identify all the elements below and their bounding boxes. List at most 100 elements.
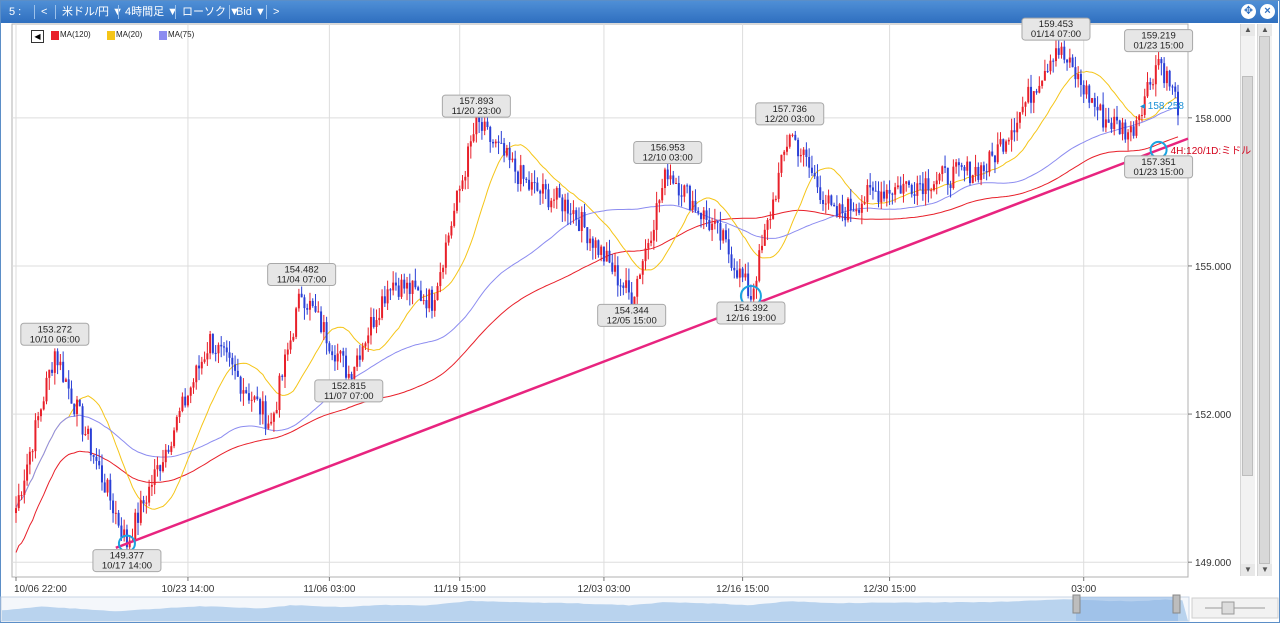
candle-body (34, 420, 37, 452)
candle-body (777, 172, 780, 199)
legend-toggle-icon[interactable]: ◀ (31, 30, 44, 43)
candle-body (871, 187, 874, 191)
candle-body (392, 282, 395, 291)
candle-body (572, 210, 575, 215)
candle-body (1140, 114, 1143, 116)
candle-body (938, 174, 941, 181)
scroll-up-icon[interactable]: ▲ (1241, 24, 1255, 36)
candle-body (247, 393, 250, 401)
candle-body (974, 166, 977, 176)
toolbar-divider (118, 5, 119, 19)
candle-body (744, 273, 747, 278)
candle-body (869, 185, 872, 188)
candle-body (295, 308, 298, 337)
pivot-time: 11/04 07:00 (277, 275, 326, 286)
close-icon[interactable]: × (1260, 4, 1275, 19)
candle-body (26, 464, 29, 481)
candle-body (386, 289, 389, 304)
chart-type-dropdown[interactable]: ローソク ▼ (182, 6, 240, 18)
candle-body (794, 134, 797, 140)
candle-body (203, 359, 206, 362)
pivot-time: 11/20 23:00 (452, 106, 501, 117)
candle-body (51, 369, 54, 373)
candle-body (550, 200, 553, 208)
candle-body (769, 218, 772, 221)
symbol-dropdown[interactable]: 米ドル/円 ▼ (62, 6, 123, 18)
candle-body (663, 169, 666, 189)
candle-body (530, 182, 533, 190)
candle-body (70, 388, 73, 404)
prev-button[interactable]: < (41, 6, 48, 18)
candle-body (577, 219, 580, 231)
candle-body (128, 540, 131, 548)
candle-body (76, 399, 79, 415)
candle-body (799, 154, 802, 157)
vertical-scrollbar[interactable]: ▲ ▼ (1257, 24, 1272, 576)
candle-body (558, 187, 561, 198)
candle-body (178, 411, 181, 417)
candle-body (314, 305, 317, 312)
candle-body (1079, 73, 1082, 85)
pivot-time: 12/10 03:00 (643, 153, 693, 164)
scroll-thumb[interactable] (1259, 36, 1270, 564)
price-side-dropdown[interactable]: Bid ▼ (236, 6, 266, 18)
candle-body (433, 300, 436, 311)
candle-body (62, 361, 65, 382)
candle-body (37, 416, 40, 421)
candle-body (184, 396, 187, 406)
candle-body (741, 268, 744, 278)
candle-body (644, 248, 647, 262)
plot-area (11, 23, 1189, 578)
candle-body (1063, 46, 1066, 60)
candle-body (785, 146, 788, 152)
candle-body (1013, 130, 1016, 133)
candle-body (81, 406, 84, 435)
candle-body (661, 188, 664, 201)
candle-body (1027, 86, 1030, 103)
pivot-box (633, 141, 703, 165)
candle-body (919, 183, 922, 185)
candle-body (220, 344, 223, 347)
scroll-thumb[interactable] (1242, 76, 1253, 476)
candle-body (1077, 73, 1080, 80)
scroll-down-icon[interactable]: ▼ (1258, 564, 1272, 576)
candle-body (880, 191, 883, 203)
candle-body (1066, 59, 1069, 63)
legend-swatch (51, 31, 59, 40)
candle-body (209, 334, 212, 354)
navigator[interactable] (0, 594, 1279, 622)
price-scrollbar[interactable]: ▲ ▼ (1240, 24, 1255, 576)
candle-body (575, 210, 578, 220)
navigator-handle-left (1072, 594, 1081, 614)
candle-body (406, 282, 409, 289)
candle-body (167, 449, 170, 452)
candle-body (561, 197, 564, 212)
candle-body (605, 250, 608, 262)
legend-swatch (159, 31, 167, 40)
timeframe-dropdown[interactable]: 4時間足 ▼ (125, 6, 179, 18)
scroll-down-icon[interactable]: ▼ (1241, 564, 1255, 576)
candle-body (1102, 104, 1105, 128)
candle-body (439, 272, 442, 287)
candle-body (536, 182, 539, 191)
candle-body (450, 225, 453, 236)
candle-body (95, 456, 98, 461)
candle-body (755, 280, 758, 289)
x-tick-label: 11/19 15:00 (434, 584, 487, 595)
candle-body (364, 343, 367, 347)
candle-body (614, 265, 617, 272)
candle-body (161, 462, 164, 472)
candle-body (39, 409, 42, 417)
pivot-box (755, 102, 825, 126)
candle-body (303, 297, 306, 309)
candle-body (1088, 85, 1091, 103)
candle-body (830, 195, 833, 205)
candle-body (492, 141, 495, 144)
next-button[interactable]: > (273, 6, 280, 18)
candle-body (846, 198, 849, 221)
scroll-up-icon[interactable]: ▲ (1258, 24, 1272, 36)
move-icon[interactable]: ✥ (1241, 4, 1256, 19)
candle-body (852, 210, 855, 212)
candle-body (234, 364, 237, 371)
candle-body (1174, 86, 1177, 92)
